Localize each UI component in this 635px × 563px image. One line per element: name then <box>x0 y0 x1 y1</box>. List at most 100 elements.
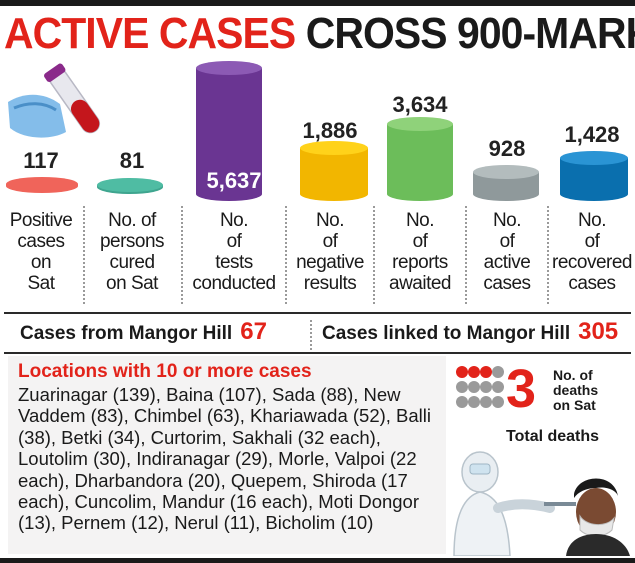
deaths-label-line: No. of <box>553 367 593 383</box>
divider <box>4 352 631 354</box>
death-dot <box>492 381 504 393</box>
divider <box>4 312 631 314</box>
stat-value: 117 <box>23 148 59 173</box>
stat-label-line: No. <box>405 210 435 231</box>
bottom-rule <box>0 558 635 563</box>
stat-label: Positive cases on Sat <box>2 210 80 294</box>
stat-cylinder <box>6 177 78 193</box>
stat-value: 1,428 <box>564 122 620 147</box>
stat-label: No. of active cases <box>468 210 546 294</box>
divider-dotted <box>373 206 375 304</box>
death-dot <box>480 396 492 408</box>
death-dot <box>456 396 468 408</box>
stat-label-line: recovered <box>552 252 633 273</box>
stat-label-line: cured <box>109 252 155 273</box>
cases-linked-mangor-hill-value: 305 <box>578 318 619 345</box>
stat-cylinder <box>300 141 368 201</box>
cases-from-mangor-hill-label: Cases from Mangor Hill <box>20 323 233 344</box>
cases-from-mangor-hill: Cases from Mangor Hill 67 <box>20 318 267 352</box>
cases-linked-mangor-hill: Cases linked to Mangor Hill 305 <box>322 318 618 352</box>
divider-dotted <box>465 206 467 304</box>
stat-value: 81 <box>119 148 145 173</box>
stat-label-line: on <box>30 252 52 273</box>
stat-value: 928 <box>488 136 526 161</box>
stat-label: No. of tests conducted <box>184 210 284 294</box>
stat-cylinder <box>473 165 539 201</box>
stat-label-line: of <box>412 231 428 252</box>
headline: ACTIVE CASES CROSS 900-MARK <box>4 8 635 60</box>
stat-label-line: results <box>303 273 357 294</box>
death-dot <box>468 381 480 393</box>
stats-row: 117 Positive cases on Sat 81 No. of persons cure… <box>0 61 635 308</box>
health-worker-swab-icon <box>446 446 632 556</box>
stat-label-line: No. <box>219 210 249 231</box>
stat-cylinder <box>560 151 628 201</box>
stat-cylinder <box>97 178 163 194</box>
stat-label-line: cases <box>17 231 65 252</box>
stat-label: No. of persons cured on Sat <box>86 210 178 294</box>
top-rule <box>0 0 635 6</box>
stat-label-line: on Sat <box>106 273 158 294</box>
stat-label-line: tests <box>215 252 253 273</box>
headline-part-2: CROSS 900-MARK <box>305 9 635 58</box>
death-dot-today <box>468 366 480 378</box>
total-deaths-label: Total deaths <box>506 428 600 445</box>
stat-label-line: awaited <box>389 273 452 294</box>
death-dot <box>468 396 480 408</box>
stat-label-line: persons <box>99 231 165 252</box>
death-dot <box>492 366 504 378</box>
stat-label-line: No. of <box>108 210 156 231</box>
test-tube-icon <box>8 63 101 138</box>
stat-label-line: No. <box>492 210 522 231</box>
stat-label-line: of <box>499 231 515 252</box>
stat-label-line: No. <box>315 210 345 231</box>
locations-title: Locations with 10 or more cases <box>18 361 312 382</box>
deaths-label-line: on Sat <box>553 397 596 413</box>
stat-label-line: conducted <box>192 273 276 294</box>
divider-dotted <box>547 206 549 304</box>
stat-label-line: active <box>483 252 531 273</box>
divider-dotted <box>285 206 287 304</box>
deaths-label: No. of deaths on Sat <box>553 368 598 413</box>
headline-part-1: ACTIVE CASES <box>4 9 296 58</box>
stat-label-line: reports <box>392 252 448 273</box>
stat-column: 5,637 No. of tests conducted <box>184 61 284 308</box>
stat-value: 1,886 <box>302 118 358 143</box>
deaths-dots <box>456 366 504 420</box>
divider-dotted <box>310 320 312 350</box>
stat-column: 1,428 No. of recovered cases <box>550 62 634 308</box>
stat-label-line: cases <box>568 273 616 294</box>
stat-value: 3,634 <box>392 92 448 117</box>
cases-linked-mangor-hill-label: Cases linked to Mangor Hill <box>322 323 571 344</box>
stat-label-line: of <box>226 231 242 252</box>
stat-cylinder <box>387 117 453 201</box>
divider-dotted <box>181 206 183 304</box>
deaths-count: 3 <box>506 359 537 419</box>
stat-value: 5,637 <box>206 168 262 193</box>
stat-cylinder <box>196 61 262 201</box>
stat-column: 928 No. of active cases <box>468 62 546 308</box>
stat-label: No. of recovered cases <box>550 210 634 294</box>
deaths-label-line: deaths <box>553 382 599 398</box>
stat-column: 1,886 No. of negative results <box>288 62 372 308</box>
stat-label-line: Positive <box>9 210 73 231</box>
stat-column: 81 No. of persons cured on Sat <box>86 62 178 308</box>
death-dot-today <box>480 366 492 378</box>
death-dot-today <box>456 366 468 378</box>
divider-dotted <box>83 206 85 304</box>
death-dot <box>492 396 504 408</box>
locations-panel <box>8 356 446 554</box>
locations-list: Zuarinagar (139), Baina (107), Sada (88)… <box>18 384 432 534</box>
stat-label: No. of negative results <box>288 210 372 294</box>
stat-label-line: of <box>584 231 600 252</box>
stat-label: No. of reports awaited <box>376 210 464 294</box>
stat-column: 3,634 No. of reports awaited <box>376 62 464 308</box>
stat-label-line: cases <box>483 273 531 294</box>
stat-label-line: of <box>322 231 338 252</box>
death-dot <box>480 381 492 393</box>
stat-label-line: No. <box>577 210 607 231</box>
stat-column: 117 Positive cases on Sat <box>2 62 80 308</box>
stat-label-line: Sat <box>27 273 55 294</box>
cases-from-mangor-hill-value: 67 <box>240 318 267 345</box>
stat-label-line: negative <box>296 252 364 273</box>
